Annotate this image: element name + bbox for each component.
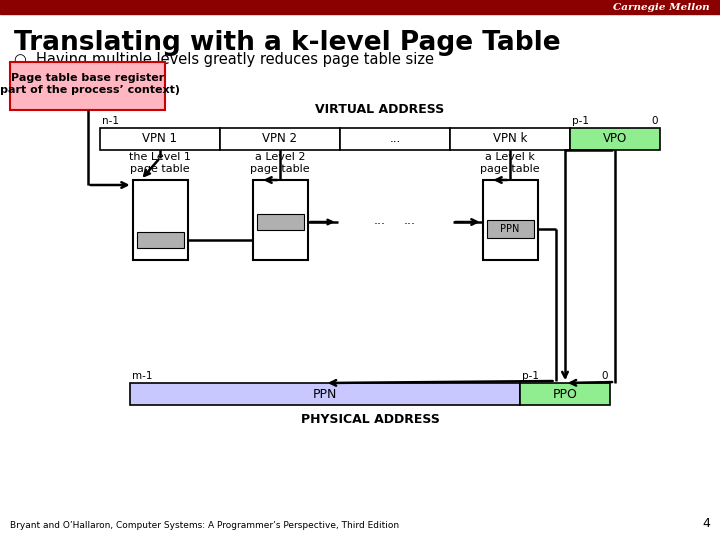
Text: Carnegie Mellon: Carnegie Mellon	[613, 3, 710, 11]
Text: ...: ...	[390, 132, 400, 145]
Text: Bryant and O’Hallaron, Computer Systems: A Programmer’s Perspective, Third Editi: Bryant and O’Hallaron, Computer Systems:…	[10, 521, 399, 530]
Text: Translating with a k-level Page Table: Translating with a k-level Page Table	[14, 30, 561, 56]
Text: 0: 0	[601, 371, 608, 381]
Bar	[520, 383, 610, 405]
Bar	[130, 383, 520, 405]
Text: VPO: VPO	[603, 132, 627, 145]
Bar	[487, 220, 534, 238]
Bar	[340, 128, 450, 150]
Text: VIRTUAL ADDRESS: VIRTUAL ADDRESS	[315, 103, 445, 116]
Text: PPO: PPO	[552, 388, 577, 401]
Text: the Level 1
page table: the Level 1 page table	[129, 152, 191, 174]
Bar	[450, 128, 570, 150]
Text: m-1: m-1	[132, 371, 153, 381]
Text: n-1: n-1	[102, 116, 119, 126]
Bar	[132, 180, 187, 260]
Bar	[570, 128, 660, 150]
Bar	[0, 0, 720, 14]
Text: Page table base register
(part of the process’ context): Page table base register (part of the pr…	[0, 73, 180, 95]
Bar	[256, 214, 304, 230]
Text: VPN k: VPN k	[492, 132, 527, 145]
Text: p-1: p-1	[522, 371, 539, 381]
Text: 4: 4	[702, 517, 710, 530]
Text: VPN 1: VPN 1	[143, 132, 178, 145]
Text: ○  Having multiple levels greatly reduces page table size: ○ Having multiple levels greatly reduces…	[14, 52, 434, 67]
Text: PHYSICAL ADDRESS: PHYSICAL ADDRESS	[300, 413, 439, 426]
Text: a Level 2
page table: a Level 2 page table	[250, 152, 310, 174]
Text: p-1: p-1	[572, 116, 589, 126]
Bar	[137, 232, 184, 248]
Text: 0: 0	[652, 116, 658, 126]
Text: a Level k
page table: a Level k page table	[480, 152, 540, 174]
Text: PPN: PPN	[312, 388, 337, 401]
Text: ...: ...	[374, 213, 386, 226]
Bar	[482, 180, 538, 260]
Text: ...: ...	[404, 213, 416, 226]
Text: VPN 2: VPN 2	[263, 132, 297, 145]
Bar	[10, 62, 165, 110]
Text: PPN: PPN	[500, 224, 520, 234]
Bar	[220, 128, 340, 150]
Bar	[100, 128, 220, 150]
Bar	[253, 180, 307, 260]
